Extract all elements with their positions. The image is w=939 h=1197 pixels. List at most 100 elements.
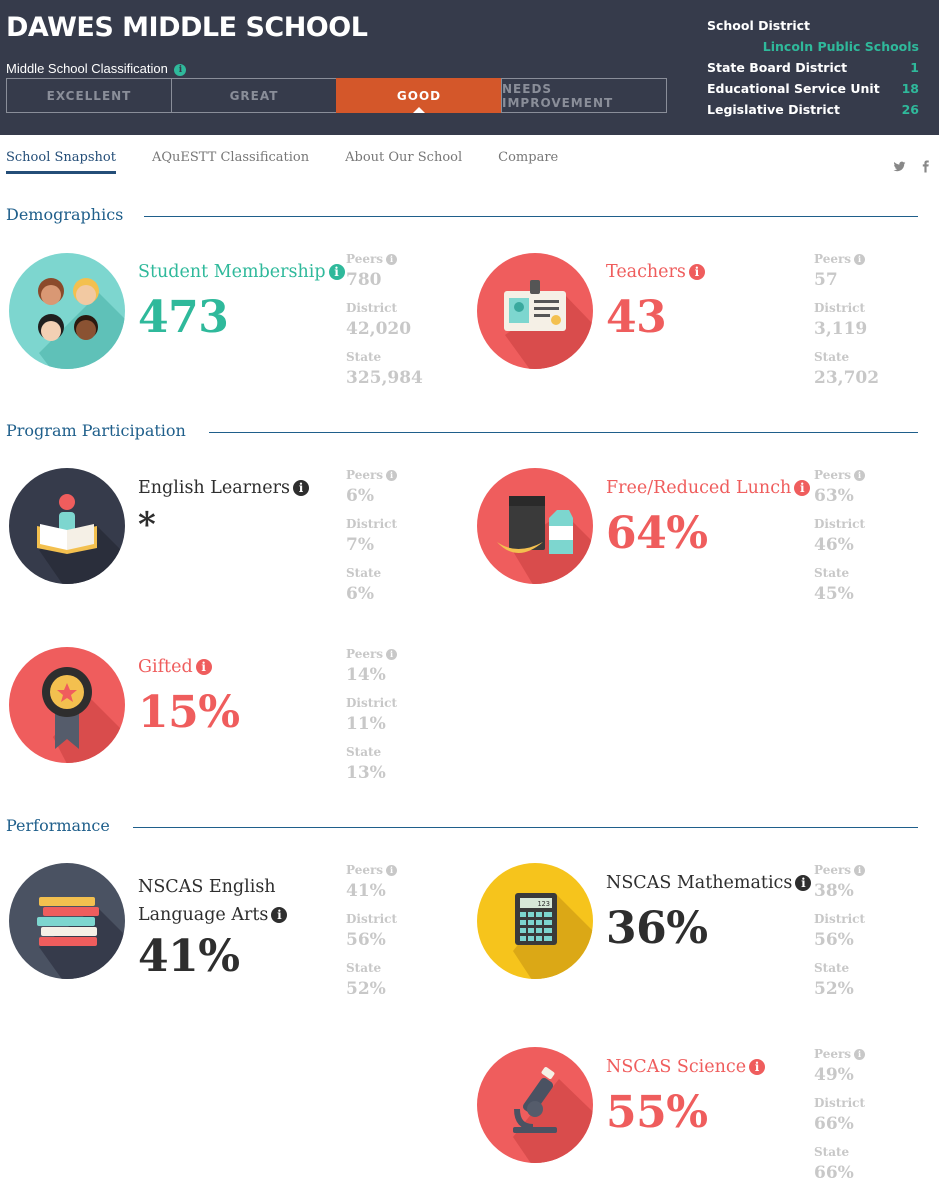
tab-aquestt-classification[interactable]: AQuESTT Classification <box>151 150 310 165</box>
classification-label: Middle School Classification i <box>6 61 187 76</box>
tab-bar: School Snapshot AQuESTT Classification A… <box>6 150 594 174</box>
info-icon[interactable]: i <box>386 254 398 265</box>
classification-label-text: Middle School Classification <box>6 61 168 76</box>
science-title-text: NSCAS Science <box>606 1057 747 1077</box>
gifted-comparisons: Peers i 14% District 11% State 13% <box>346 647 398 794</box>
membership-title-text: Student Membership <box>138 262 326 282</box>
facebook-icon[interactable] <box>919 160 932 173</box>
section-divider <box>144 216 918 217</box>
district-label: District <box>814 912 865 926</box>
peers-label: Peers <box>346 252 384 266</box>
district-label: District <box>346 301 397 315</box>
tab-about-our-school[interactable]: About Our School <box>345 150 463 165</box>
teachers-comparisons: Peers i 57 District 3,119 State 23,702 <box>814 252 879 399</box>
info-icon[interactable]: i <box>854 470 866 481</box>
peers-label: Peers <box>346 647 384 661</box>
section-demographics: Demographics <box>6 205 124 224</box>
ela-comparisons: Peers i 41% District 56% State 52% <box>346 863 398 1010</box>
gifted-title-text: Gifted <box>138 657 193 677</box>
info-icon[interactable]: i <box>174 63 187 76</box>
ela-title-line2: Language Arts <box>138 905 269 925</box>
classification-needs-improvement[interactable]: NEEDS IMPROVEMENT <box>501 78 667 113</box>
section-divider <box>133 827 918 828</box>
district-value: 56% <box>814 930 854 950</box>
peers-value: 780 <box>346 270 382 290</box>
esu-label: Educational Service Unit <box>707 81 880 96</box>
state-value: 66% <box>814 1163 854 1183</box>
state-value: 6% <box>346 584 374 604</box>
ela-value: 41% <box>138 931 240 982</box>
science-value: 55% <box>606 1087 708 1138</box>
district-label: District <box>346 912 397 926</box>
gifted-title: Gifted i <box>138 657 212 677</box>
state-value: 45% <box>814 584 854 604</box>
peers-label: Peers <box>814 468 852 482</box>
esu-value: 18 <box>901 81 919 96</box>
district-value: 56% <box>346 930 386 950</box>
lunch-title-text: Free/Reduced Lunch <box>606 478 792 498</box>
peers-value: 41% <box>346 881 386 901</box>
info-icon[interactable]: i <box>749 1059 766 1075</box>
membership-title: Student Membership i <box>138 262 345 282</box>
classification-great[interactable]: GREAT <box>171 78 337 113</box>
info-icon[interactable]: i <box>271 907 288 923</box>
info-icon[interactable]: i <box>794 480 811 496</box>
info-icon[interactable]: i <box>688 264 705 280</box>
school-district-label: School District <box>707 18 811 33</box>
info-icon[interactable]: i <box>795 875 812 891</box>
gifted-value: 15% <box>138 687 240 738</box>
microscope-icon <box>477 1047 593 1163</box>
membership-value: 473 <box>138 292 229 343</box>
peers-value: 57 <box>814 270 838 290</box>
district-label: District <box>814 1096 865 1110</box>
lunch-value: 64% <box>606 508 708 559</box>
state-label: State <box>346 350 382 364</box>
district-value: 7% <box>346 535 374 555</box>
peers-label: Peers <box>814 252 852 266</box>
district-label: District <box>346 696 397 710</box>
legislative-value: 26 <box>901 102 919 117</box>
peers-label: Peers <box>814 863 852 877</box>
info-icon[interactable]: i <box>328 264 345 280</box>
math-title-text: NSCAS Mathematics <box>606 873 793 893</box>
teachers-value: 43 <box>606 292 667 343</box>
ela-title: NSCAS English Language Arts i <box>138 873 288 929</box>
district-label: District <box>814 301 865 315</box>
teachers-title-text: Teachers <box>606 262 686 282</box>
info-icon[interactable]: i <box>195 659 212 675</box>
info-icon[interactable]: i <box>386 865 398 876</box>
district-value: 42,020 <box>346 319 412 339</box>
info-icon[interactable]: i <box>854 254 866 265</box>
calculator-icon: 123 <box>477 863 593 979</box>
state-label: State <box>814 1145 850 1159</box>
book-reader-icon <box>9 468 125 584</box>
peers-value: 6% <box>346 486 374 506</box>
district-label: District <box>814 517 865 531</box>
classification-good[interactable]: GOOD <box>336 78 502 113</box>
state-value: 23,702 <box>814 368 880 388</box>
tab-school-snapshot[interactable]: School Snapshot <box>6 150 116 174</box>
ell-value: * <box>138 505 156 545</box>
state-label: State <box>814 566 850 580</box>
info-icon[interactable]: i <box>854 865 866 876</box>
teachers-title: Teachers i <box>606 262 705 282</box>
classification-bar: EXCELLENT GREAT GOOD NEEDS IMPROVEMENT <box>6 78 667 113</box>
peers-label: Peers <box>346 468 384 482</box>
school-district-link[interactable]: Lincoln Public Schools <box>762 39 919 54</box>
info-icon[interactable]: i <box>386 470 398 481</box>
ela-title-line1: NSCAS English <box>138 877 276 897</box>
district-value: 11% <box>346 714 386 734</box>
section-program-participation: Program Participation <box>6 421 186 440</box>
peers-value: 49% <box>814 1065 854 1085</box>
twitter-icon[interactable] <box>893 160 906 173</box>
info-icon[interactable]: i <box>386 649 398 660</box>
info-icon[interactable]: i <box>293 480 310 496</box>
classification-excellent[interactable]: EXCELLENT <box>6 78 172 113</box>
science-title: NSCAS Science i <box>606 1057 766 1077</box>
info-icon[interactable]: i <box>854 1049 866 1060</box>
lunch-bag-icon <box>477 468 593 584</box>
state-value: 52% <box>346 979 386 999</box>
membership-comparisons: Peers i 780 District 42,020 State 325,984 <box>346 252 423 399</box>
state-value: 52% <box>814 979 854 999</box>
tab-compare[interactable]: Compare <box>498 150 559 165</box>
